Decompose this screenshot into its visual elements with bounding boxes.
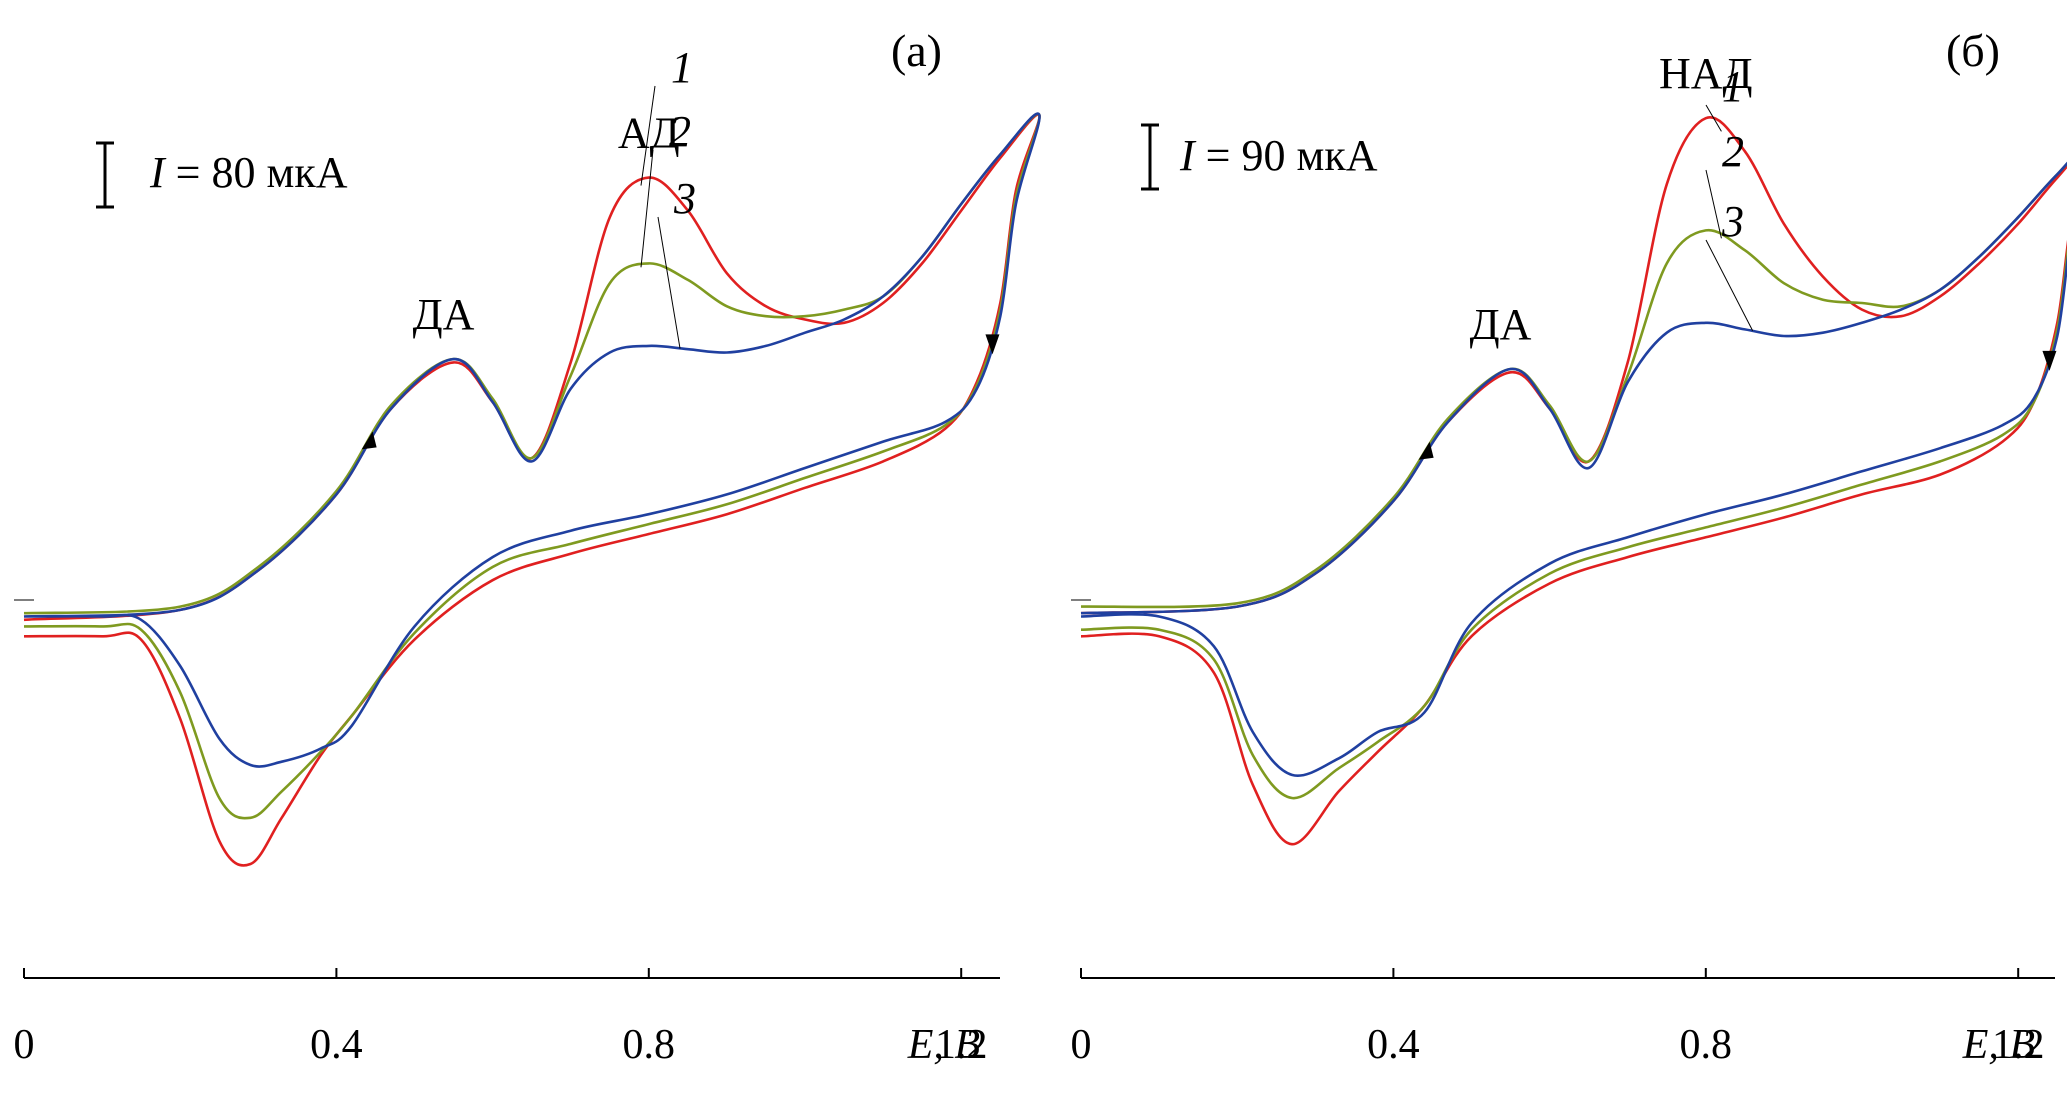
x-tick-label: 0 — [14, 1022, 35, 1068]
series-leader-3 — [657, 216, 681, 349]
series-label-1: 1 — [671, 43, 693, 92]
peak-label: АД — [618, 109, 680, 158]
series-label-2: 2 — [669, 107, 691, 156]
peak-label: ДА — [413, 290, 475, 339]
peak-label: ДА — [1470, 300, 1532, 349]
series-leader-2 — [640, 149, 654, 268]
series-line-1 — [1080, 116, 2067, 846]
series-line-2 — [23, 112, 1041, 820]
forward-scan-arrow — [1418, 441, 1434, 460]
reverse-scan-arrow — [985, 334, 1000, 355]
panel-label: (a) — [891, 25, 942, 76]
reverse-scan-arrow — [2042, 350, 2057, 371]
scale-bar-label: I = 80 мкА — [149, 148, 348, 197]
series-line-1 — [23, 113, 1041, 867]
x-tick-label: 0.4 — [1367, 1022, 1420, 1068]
series-line-3 — [1080, 161, 2067, 778]
forward-scan-arrow — [361, 431, 377, 450]
scale-bar-label: I = 90 мкА — [1179, 131, 1378, 180]
panel-b: 0 0.4 0.8 1.2E, В (б) I = 90 мкА 1 2 3 ДА НАД — [1071, 25, 2067, 1068]
series-label-1: 1 — [1722, 62, 1744, 111]
series-label-3: 3 — [1721, 197, 1744, 246]
series-leader-1 — [640, 85, 656, 186]
x-tick-label: 1.2 — [1992, 1022, 2045, 1068]
x-axis-label: E, В — [907, 1022, 980, 1068]
series-line-2 — [1080, 161, 2067, 800]
x-tick-label: 0 — [1071, 1022, 1092, 1068]
series-leader-3 — [1705, 239, 1754, 331]
x-tick-label: 0.8 — [1680, 1022, 1733, 1068]
peak-label: НАД — [1659, 49, 1753, 98]
series-label-3: 3 — [673, 174, 696, 223]
series-leader-1 — [1705, 104, 1722, 132]
x-tick-label: 1.2 — [935, 1022, 988, 1068]
x-axis-label: E, В — [1962, 1022, 2035, 1068]
series-label-2: 2 — [1722, 127, 1744, 176]
x-tick-label: 0.8 — [623, 1022, 676, 1068]
panel-label: (б) — [1946, 25, 2000, 76]
series-leader-2 — [1705, 169, 1722, 239]
series-line-3 — [23, 112, 1041, 768]
x-tick-label: 0.4 — [310, 1022, 363, 1068]
panel-a: 0 0.4 0.8 1.2E, В (a) I = 80 мкА 1 2 3 ДА АД — [14, 25, 1041, 1068]
